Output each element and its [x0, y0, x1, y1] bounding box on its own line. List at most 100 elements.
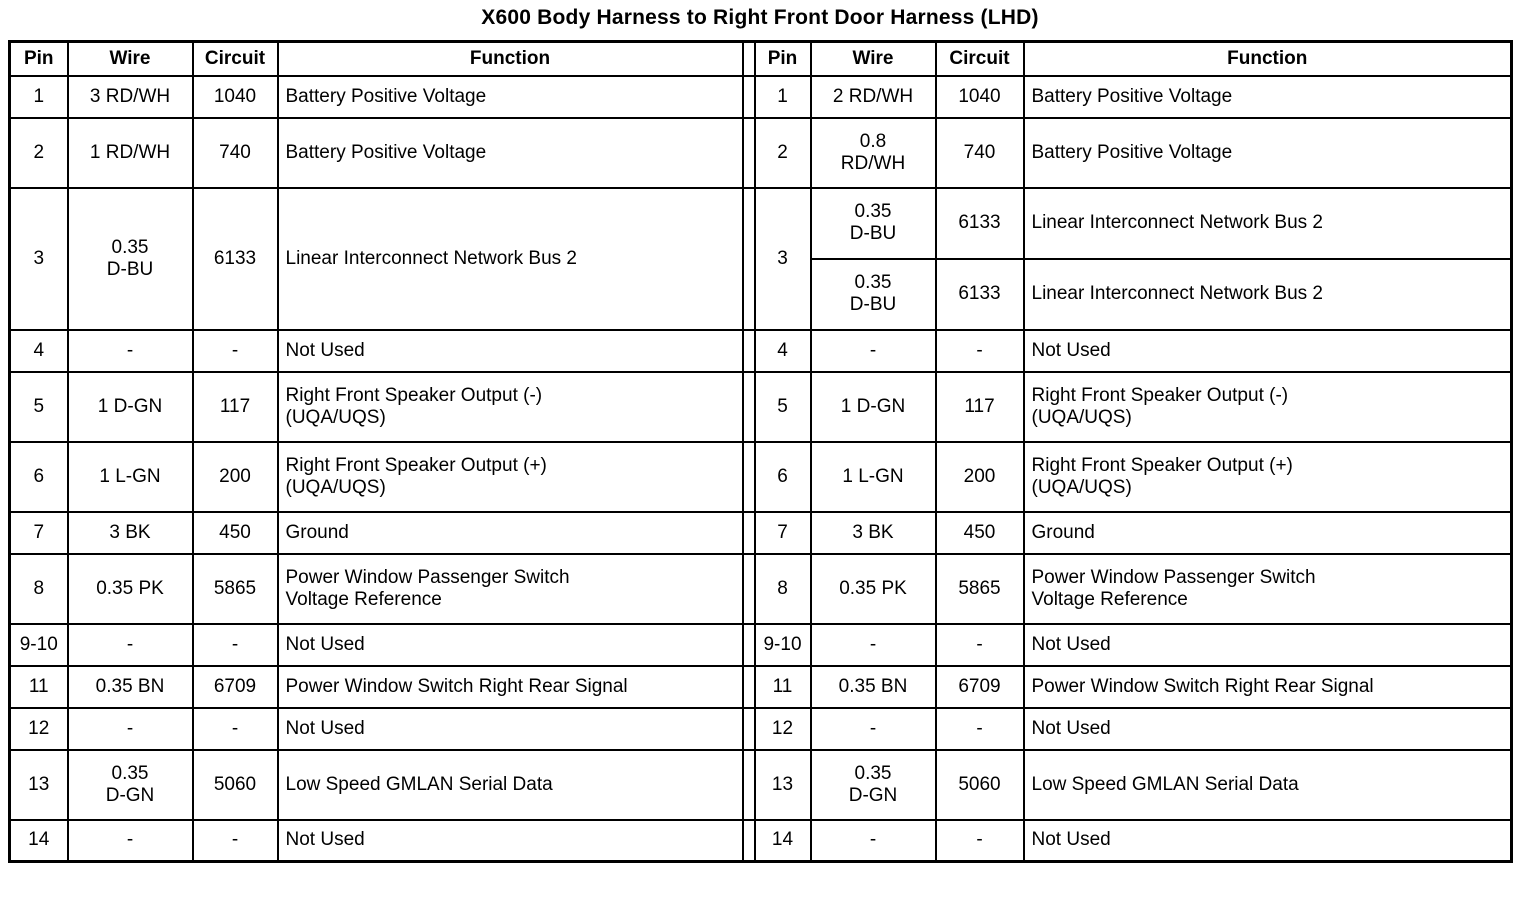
circuit-cell: 6709	[191, 664, 279, 709]
header-function-right: Function	[1022, 40, 1513, 77]
circuit-cell: 117	[191, 370, 279, 443]
function-cell: Not Used	[276, 328, 744, 373]
function-cell: Not Used	[276, 818, 744, 863]
circuit-cell: -	[934, 706, 1025, 751]
wire-cell: 0.8 RD/WH	[809, 116, 937, 189]
pin-cell: 8	[8, 552, 69, 625]
pin-cell: 2	[8, 116, 69, 189]
function-cell: Not Used	[276, 622, 744, 667]
wire-cell: -	[809, 706, 937, 751]
wire-cell: 0.35 D-BU	[66, 186, 194, 331]
wire-cell: -	[66, 818, 194, 863]
header-function-left: Function	[276, 40, 744, 77]
wire-cell: 3 BK	[809, 510, 937, 555]
pin-cell: 12	[8, 706, 69, 751]
pin-cell: 3	[8, 186, 69, 331]
circuit-cell: 1040	[934, 74, 1025, 119]
header-row: Pin Wire Circuit Function Pin Wire Circu…	[8, 40, 1513, 77]
function-cell: Right Front Speaker Output (+) (UQA/UQS)	[1022, 440, 1513, 513]
circuit-cell: 450	[934, 510, 1025, 555]
header-circuit-left: Circuit	[191, 40, 279, 77]
function-cell: Not Used	[1022, 328, 1513, 373]
circuit-cell: 6133	[191, 186, 279, 331]
wire-cell: -	[66, 328, 194, 373]
table-row: 2 1 RD/WH 740 Battery Positive Voltage 2…	[8, 116, 1513, 189]
circuit-cell: 117	[934, 370, 1025, 443]
circuit-cell: 740	[934, 116, 1025, 189]
wire-cell: 1 L-GN	[809, 440, 937, 513]
table-row: 14 - - Not Used 14 - - Not Used	[8, 818, 1513, 863]
table-divider	[741, 40, 756, 77]
function-cell: Ground	[1022, 510, 1513, 555]
pin-cell: 6	[753, 440, 812, 513]
pin-cell: 7	[8, 510, 69, 555]
header-wire-left: Wire	[66, 40, 194, 77]
table-divider	[741, 116, 756, 189]
circuit-cell: 200	[191, 440, 279, 513]
pin-cell: 11	[8, 664, 69, 709]
wire-cell: 0.35 D-GN	[809, 748, 937, 821]
pin-cell: 1	[8, 74, 69, 119]
function-cell: Power Window Passenger Switch Voltage Re…	[276, 552, 744, 625]
circuit-cell: 740	[191, 116, 279, 189]
pin-cell: 1	[753, 74, 812, 119]
table-divider	[741, 818, 756, 863]
table-row: 6 1 L-GN 200 Right Front Speaker Output …	[8, 440, 1513, 513]
circuit-cell: -	[191, 328, 279, 373]
function-cell: Low Speed GMLAN Serial Data	[1022, 748, 1513, 821]
wire-cell: -	[809, 818, 937, 863]
wire-cell: 2 RD/WH	[809, 74, 937, 119]
table-row: 3 0.35 D-BU 6133 Linear Interconnect Net…	[8, 186, 1513, 331]
table-row: 4 - - Not Used 4 - - Not Used	[8, 328, 1513, 373]
wire-cell: 1 RD/WH	[66, 116, 194, 189]
header-pin-left: Pin	[8, 40, 69, 77]
table-divider	[741, 510, 756, 555]
circuit-cell: -	[934, 622, 1025, 667]
circuit-cell: -	[934, 818, 1025, 863]
wire-cell: 0.35 D-BU	[809, 257, 937, 331]
table-divider	[741, 370, 756, 443]
circuit-cell: -	[191, 818, 279, 863]
function-cell: Linear Interconnect Network Bus 2	[1022, 186, 1513, 260]
wire-cell: 0.35 D-GN	[66, 748, 194, 821]
table-divider	[741, 440, 756, 513]
circuit-cell: 200	[934, 440, 1025, 513]
function-cell: Right Front Speaker Output (-) (UQA/UQS)	[276, 370, 744, 443]
wire-cell: 1 D-GN	[66, 370, 194, 443]
circuit-cell: 6133	[934, 186, 1025, 260]
wire-cell: 0.35 PK	[66, 552, 194, 625]
table-row: 8 0.35 PK 5865 Power Window Passenger Sw…	[8, 552, 1513, 625]
function-cell: Not Used	[1022, 706, 1513, 751]
table-row: 9-10 - - Not Used 9-10 - - Not Used	[8, 622, 1513, 667]
function-cell: Right Front Speaker Output (-) (UQA/UQS)	[1022, 370, 1513, 443]
circuit-cell: 5060	[191, 748, 279, 821]
wire-cell: 1 L-GN	[66, 440, 194, 513]
circuit-cell: 1040	[191, 74, 279, 119]
function-cell: Right Front Speaker Output (+) (UQA/UQS)	[276, 440, 744, 513]
pin-cell: 3	[753, 186, 812, 331]
pin-cell: 11	[753, 664, 812, 709]
function-cell: Battery Positive Voltage	[276, 74, 744, 119]
pinout-table: Pin Wire Circuit Function Pin Wire Circu…	[8, 40, 1513, 863]
circuit-cell: -	[934, 328, 1025, 373]
table-divider	[741, 552, 756, 625]
wire-cell: 0.35 BN	[66, 664, 194, 709]
page-title: X600 Body Harness to Right Front Door Ha…	[481, 6, 1039, 29]
circuit-cell: 5060	[934, 748, 1025, 821]
wire-cell: 0.35 PK	[809, 552, 937, 625]
pin-cell: 14	[8, 818, 69, 863]
pin-cell: 4	[753, 328, 812, 373]
pin-cell: 5	[8, 370, 69, 443]
circuit-cell: -	[191, 622, 279, 667]
function-cell: Battery Positive Voltage	[276, 116, 744, 189]
function-cell: Power Window Switch Right Rear Signal	[276, 664, 744, 709]
function-cell: Battery Positive Voltage	[1022, 116, 1513, 189]
circuit-cell: 6709	[934, 664, 1025, 709]
header-circuit-right: Circuit	[934, 40, 1025, 77]
pin-cell: 9-10	[8, 622, 69, 667]
pin-cell: 7	[753, 510, 812, 555]
function-cell: Not Used	[1022, 622, 1513, 667]
table-row: 5 1 D-GN 117 Right Front Speaker Output …	[8, 370, 1513, 443]
pin-cell: 9-10	[753, 622, 812, 667]
table-row: 11 0.35 BN 6709 Power Window Switch Righ…	[8, 664, 1513, 709]
